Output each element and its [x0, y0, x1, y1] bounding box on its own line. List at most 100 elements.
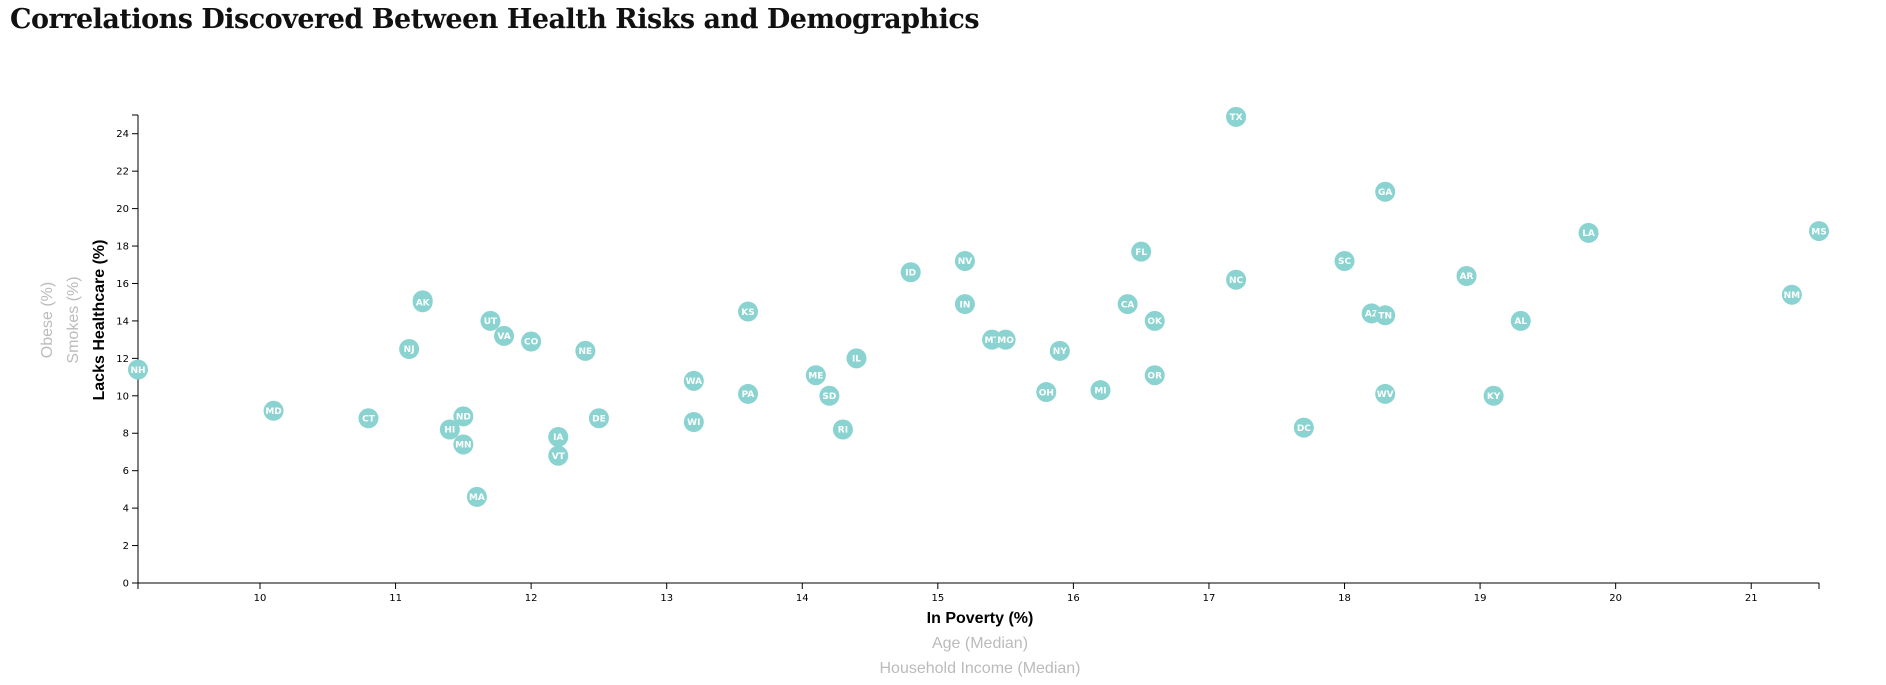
state-marker[interactable] — [954, 294, 975, 315]
state-marker[interactable] — [954, 251, 975, 272]
state-point-in[interactable]: IN — [954, 294, 975, 315]
state-point-sc[interactable]: SC — [1334, 251, 1355, 272]
state-point-md[interactable]: MD — [263, 400, 284, 421]
state-point-ri[interactable]: RI — [832, 419, 853, 440]
state-point-nj[interactable]: NJ — [399, 339, 420, 359]
state-marker[interactable] — [548, 426, 569, 447]
x-axis-option-0[interactable]: In Poverty (%) — [927, 610, 1034, 627]
state-point-ia[interactable]: IA — [548, 426, 569, 447]
state-marker[interactable] — [1510, 310, 1531, 331]
state-point-wa[interactable]: WA — [683, 370, 704, 391]
state-marker[interactable] — [900, 262, 921, 283]
state-marker[interactable] — [1226, 269, 1247, 290]
state-point-va[interactable]: VA — [494, 325, 515, 346]
state-marker[interactable] — [128, 359, 148, 380]
state-point-mi[interactable]: MI — [1090, 380, 1111, 401]
state-marker[interactable] — [1293, 417, 1314, 438]
state-point-mn[interactable]: MN — [453, 434, 474, 455]
state-marker[interactable] — [1809, 221, 1829, 242]
y-axis-option-1[interactable]: Smokes (%) — [65, 276, 82, 363]
state-marker[interactable] — [521, 331, 542, 352]
state-point-ma[interactable]: MA — [466, 486, 487, 507]
state-point-nm[interactable]: NM — [1781, 284, 1802, 305]
state-marker[interactable] — [1049, 340, 1070, 361]
y-axis-option-0[interactable]: Lacks Healthcare (%) — [91, 240, 108, 401]
state-marker[interactable] — [1781, 284, 1802, 305]
state-marker[interactable] — [494, 325, 515, 346]
state-marker[interactable] — [263, 400, 284, 421]
state-point-fl[interactable]: FL — [1131, 241, 1152, 262]
state-point-ny[interactable]: NY — [1049, 340, 1070, 361]
state-point-tn[interactable]: TN — [1375, 305, 1396, 326]
state-marker[interactable] — [1456, 265, 1477, 286]
state-marker[interactable] — [738, 383, 759, 404]
state-marker[interactable] — [1131, 241, 1152, 262]
state-point-wv[interactable]: WV — [1375, 383, 1396, 404]
state-point-ga[interactable]: GA — [1375, 181, 1396, 202]
state-point-me[interactable]: ME — [805, 365, 826, 386]
state-point-ky[interactable]: KY — [1483, 385, 1504, 406]
state-marker[interactable] — [683, 370, 704, 391]
state-marker[interactable] — [1375, 383, 1396, 404]
state-marker[interactable] — [1578, 222, 1599, 243]
state-point-pa[interactable]: PA — [738, 383, 759, 404]
state-marker[interactable] — [683, 412, 704, 433]
state-point-nc[interactable]: NC — [1226, 269, 1247, 290]
state-point-nd[interactable]: ND — [453, 406, 474, 427]
state-point-ms[interactable]: MS — [1809, 221, 1829, 242]
state-marker[interactable] — [480, 310, 501, 331]
state-marker[interactable] — [1483, 385, 1504, 406]
state-marker[interactable] — [1144, 310, 1165, 331]
state-marker[interactable] — [1375, 181, 1396, 202]
state-point-hi[interactable]: HI — [439, 419, 460, 440]
state-marker[interactable] — [548, 445, 569, 466]
state-point-ut[interactable]: UT — [480, 310, 501, 331]
state-marker[interactable] — [1117, 294, 1138, 315]
state-point-oh[interactable]: OH — [1036, 382, 1057, 403]
x-axis-option-1[interactable]: Age (Median) — [932, 635, 1028, 652]
state-marker[interactable] — [439, 419, 460, 440]
state-point-sd[interactable]: SD — [819, 385, 840, 406]
state-marker[interactable] — [1375, 305, 1396, 326]
state-point-dc[interactable]: DC — [1293, 417, 1314, 438]
state-marker[interactable] — [1144, 365, 1165, 386]
state-point-co[interactable]: CO — [521, 331, 542, 352]
state-marker[interactable] — [1334, 251, 1355, 272]
state-point-tx[interactable]: TX — [1226, 106, 1247, 127]
state-point-ks[interactable]: KS — [738, 301, 759, 322]
state-marker[interactable] — [1226, 106, 1247, 127]
state-point-ne[interactable]: NE — [575, 340, 596, 361]
state-marker[interactable] — [466, 486, 487, 507]
state-point-or[interactable]: OR — [1144, 365, 1165, 386]
state-marker[interactable] — [575, 340, 596, 361]
state-point-wi[interactable]: WI — [683, 412, 704, 433]
state-marker[interactable] — [995, 329, 1016, 350]
state-marker[interactable] — [832, 419, 853, 440]
state-point-la[interactable]: LA — [1578, 222, 1599, 243]
state-marker[interactable] — [588, 408, 609, 429]
state-point-nv[interactable]: NV — [954, 251, 975, 272]
state-point-ca[interactable]: CA — [1117, 294, 1138, 315]
state-point-ar[interactable]: AR — [1456, 265, 1477, 286]
state-point-id[interactable]: ID — [900, 262, 921, 283]
state-marker[interactable] — [399, 339, 420, 359]
state-marker[interactable] — [358, 408, 379, 429]
state-point-ok[interactable]: OK — [1144, 310, 1165, 331]
state-point-de[interactable]: DE — [588, 408, 609, 429]
state-marker[interactable] — [819, 385, 840, 406]
state-marker[interactable] — [738, 301, 759, 322]
state-marker[interactable] — [846, 348, 867, 369]
state-point-ak[interactable]: AK — [412, 292, 433, 313]
state-marker[interactable] — [1036, 382, 1057, 403]
state-marker[interactable] — [412, 292, 433, 313]
state-point-al[interactable]: AL — [1510, 310, 1531, 331]
state-marker[interactable] — [805, 365, 826, 386]
state-point-vt[interactable]: VT — [548, 445, 569, 466]
x-axis-option-2[interactable]: Household Income (Median) — [880, 660, 1081, 677]
state-point-ct[interactable]: CT — [358, 408, 379, 429]
state-point-mo[interactable]: MO — [995, 329, 1016, 350]
state-point-nh[interactable]: NH — [128, 359, 148, 380]
state-marker[interactable] — [1090, 380, 1111, 401]
state-point-il[interactable]: IL — [846, 348, 867, 369]
state-marker[interactable] — [453, 406, 474, 427]
